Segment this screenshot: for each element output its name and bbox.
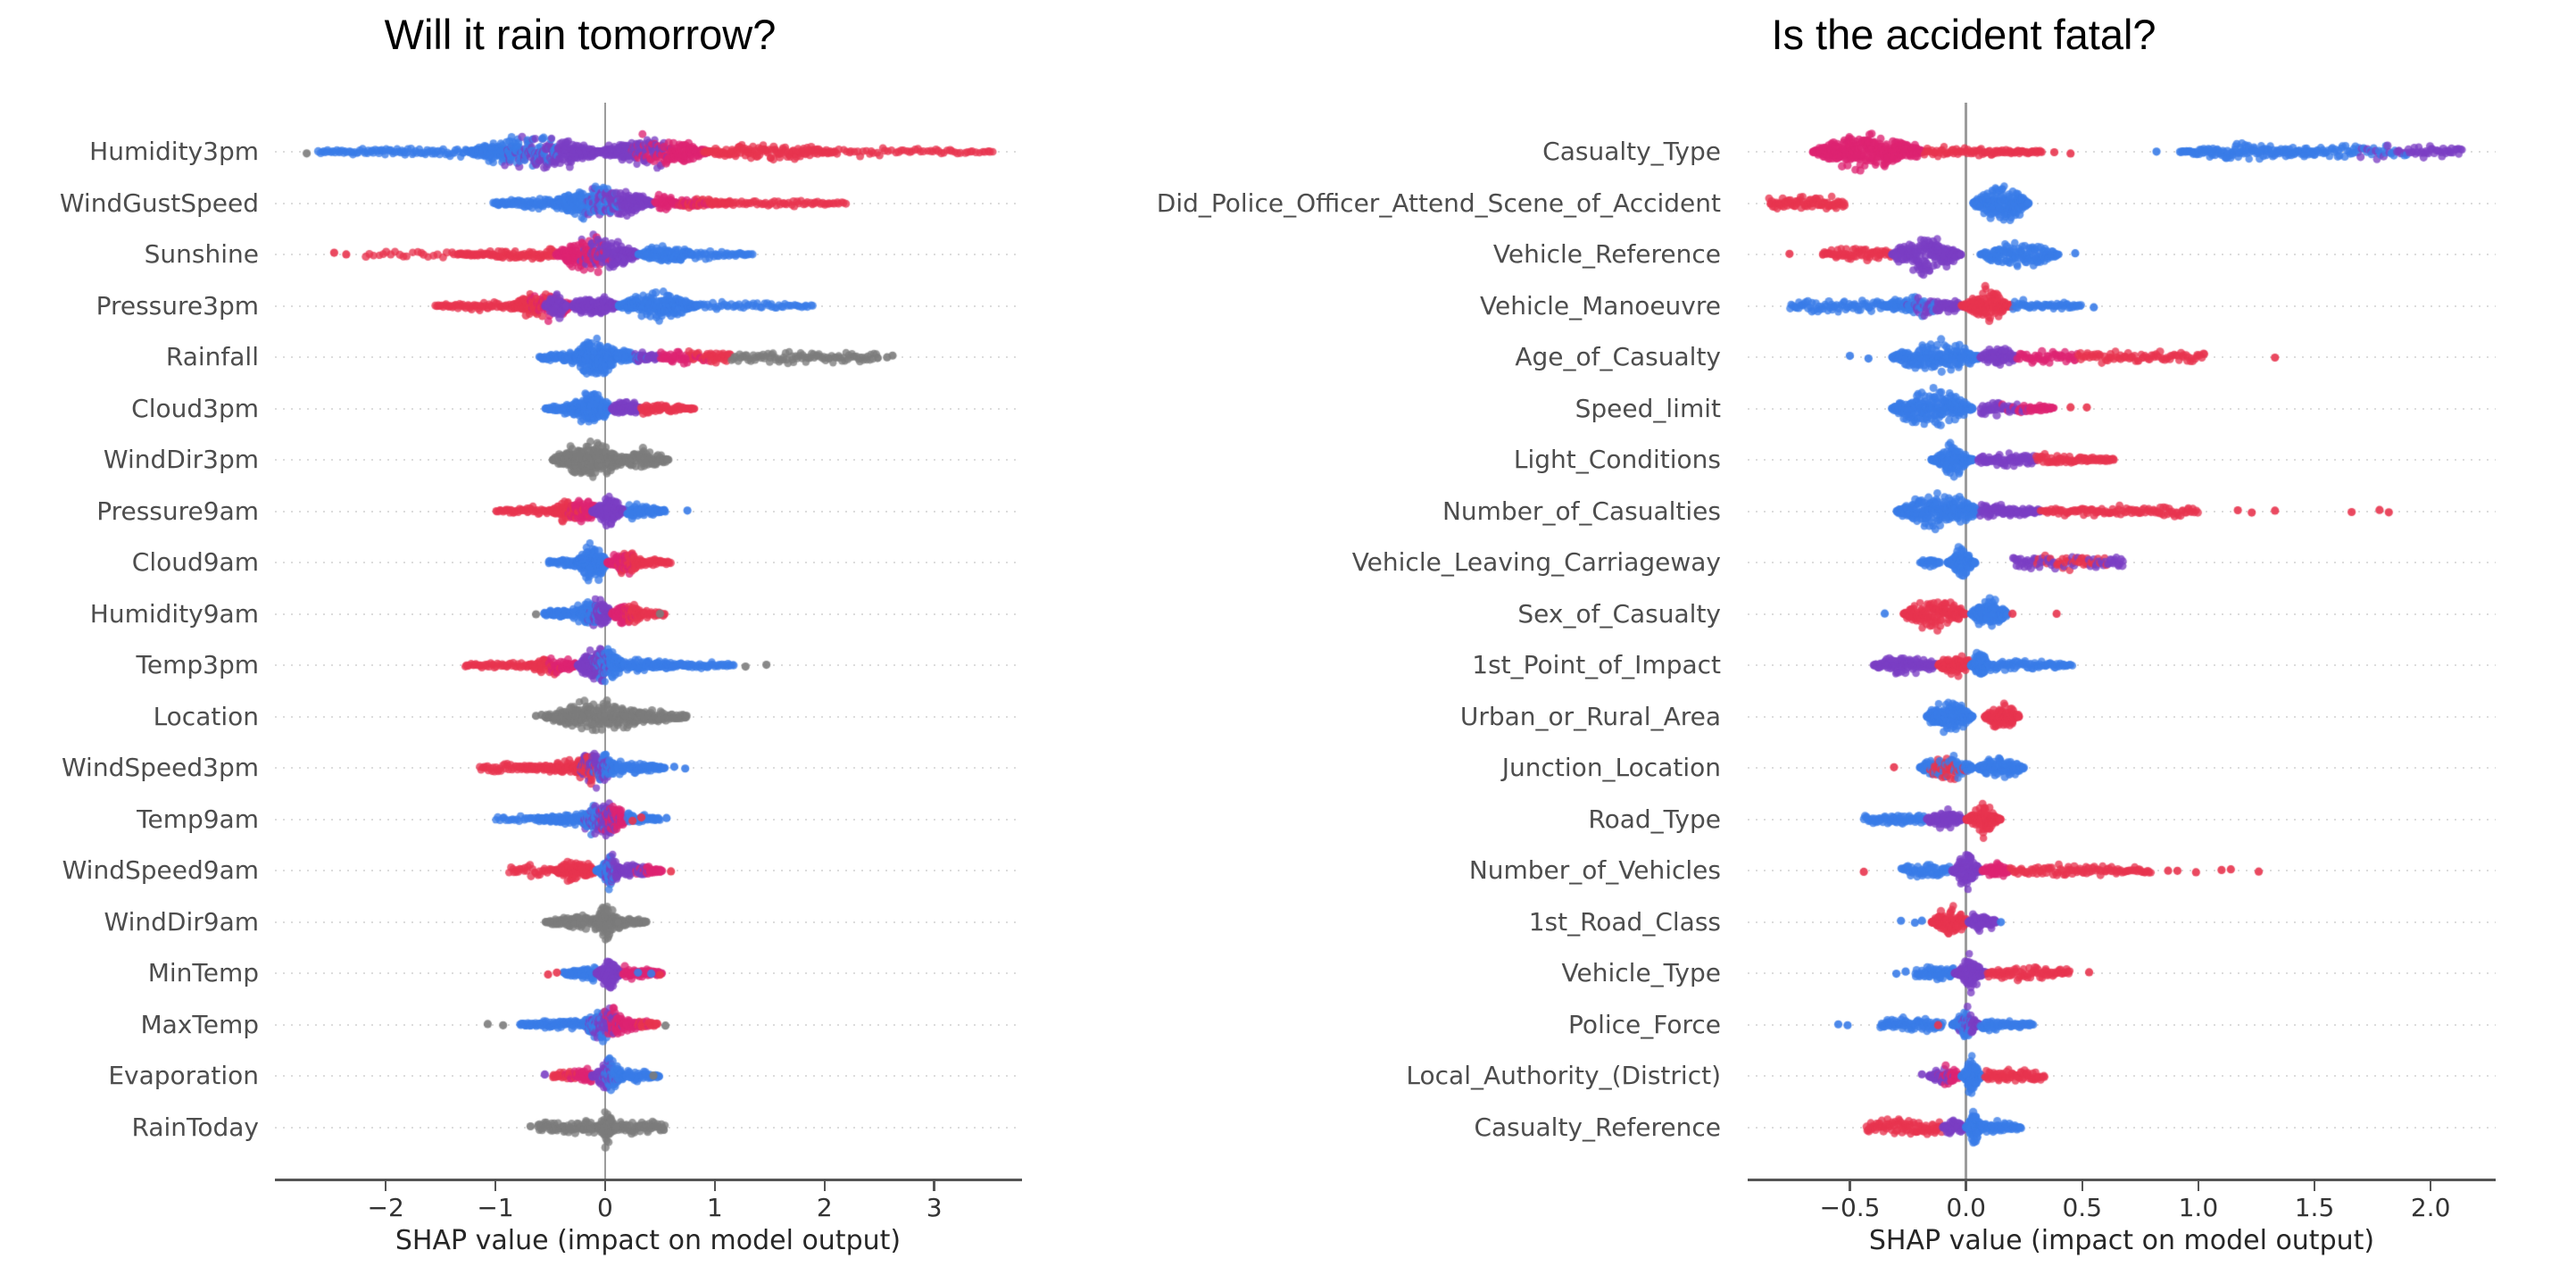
left-x-axis-label: SHAP value (impact on model output) xyxy=(395,1225,902,1256)
feature-label: Junction_Location xyxy=(1501,753,1721,782)
feature-label: Cloud3pm xyxy=(131,393,259,423)
feature-label: Rainfall xyxy=(165,342,259,371)
feature-label: Light_Conditions xyxy=(1513,445,1721,474)
x-tick-label: −2 xyxy=(367,1193,404,1222)
feature-label: Casualty_Reference xyxy=(1474,1112,1721,1142)
feature-label: WindDir9am xyxy=(104,906,259,937)
x-tick-label: −0.5 xyxy=(1819,1193,1881,1222)
feature-label: MinTemp xyxy=(147,958,259,988)
feature-label: MaxTemp xyxy=(140,1009,259,1039)
x-tick-label: 0.0 xyxy=(1946,1193,1986,1222)
feature-label: 1st_Point_of_Impact xyxy=(1472,650,1721,679)
feature-label: Police_Force xyxy=(1568,1009,1721,1039)
feature-label: WindDir3pm xyxy=(103,445,259,474)
feature-label: Sex_of_Casualty xyxy=(1517,598,1721,629)
feature-label: Age_of_Casualty xyxy=(1515,342,1721,371)
feature-label: Location xyxy=(153,701,259,731)
feature-label: Speed_limit xyxy=(1575,393,1721,423)
feature-label: Humidity9am xyxy=(89,598,259,629)
x-tick-label: 3 xyxy=(926,1193,943,1222)
feature-label: Number_of_Casualties xyxy=(1442,496,1721,526)
feature-label: 1st_Road_Class xyxy=(1528,906,1721,937)
feature-label: Vehicle_Reference xyxy=(1492,239,1721,269)
x-tick-label: 1.5 xyxy=(2294,1193,2335,1222)
feature-label: Road_Type xyxy=(1588,804,1721,834)
feature-label: Pressure9am xyxy=(96,496,259,526)
feature-label: WindGustSpeed xyxy=(59,188,259,218)
right-x-axis-label: SHAP value (impact on model output) xyxy=(1868,1225,2375,1256)
feature-label: WindSpeed3pm xyxy=(61,753,259,782)
feature-label: Vehicle_Type xyxy=(1561,958,1721,988)
feature-label: Temp3pm xyxy=(136,650,259,679)
feature-label: Sunshine xyxy=(144,239,259,269)
x-tick-label: −1 xyxy=(477,1193,514,1222)
x-tick-label: 1 xyxy=(706,1193,723,1222)
feature-label: Cloud9am xyxy=(131,547,259,577)
feature-label: Pressure3pm xyxy=(96,290,259,321)
feature-label: Did_Police_Officer_Attend_Scene_of_Accid… xyxy=(1156,188,1721,218)
feature-label: Evaporation xyxy=(108,1061,259,1090)
feature-label: Temp9am xyxy=(137,804,259,834)
feature-label: Number_of_Vehicles xyxy=(1468,855,1721,885)
x-tick-label: 2 xyxy=(816,1193,833,1222)
feature-label: Humidity3pm xyxy=(89,137,259,166)
feature-label: Vehicle_Leaving_Carriageway xyxy=(1351,547,1721,577)
feature-label: RainToday xyxy=(131,1112,259,1142)
feature-label: Casualty_Type xyxy=(1542,137,1721,166)
feature-label: Vehicle_Manoeuvre xyxy=(1480,290,1721,321)
feature-label: Local_Authority_(District) xyxy=(1406,1061,1721,1090)
x-tick-label: 0 xyxy=(597,1193,613,1222)
x-tick-label: 2.0 xyxy=(2410,1193,2451,1222)
feature-label: Urban_or_Rural_Area xyxy=(1459,701,1721,731)
x-tick-label: 0.5 xyxy=(2062,1193,2103,1222)
feature-label: WindSpeed9am xyxy=(62,855,259,885)
x-tick-label: 1.0 xyxy=(2178,1193,2219,1222)
